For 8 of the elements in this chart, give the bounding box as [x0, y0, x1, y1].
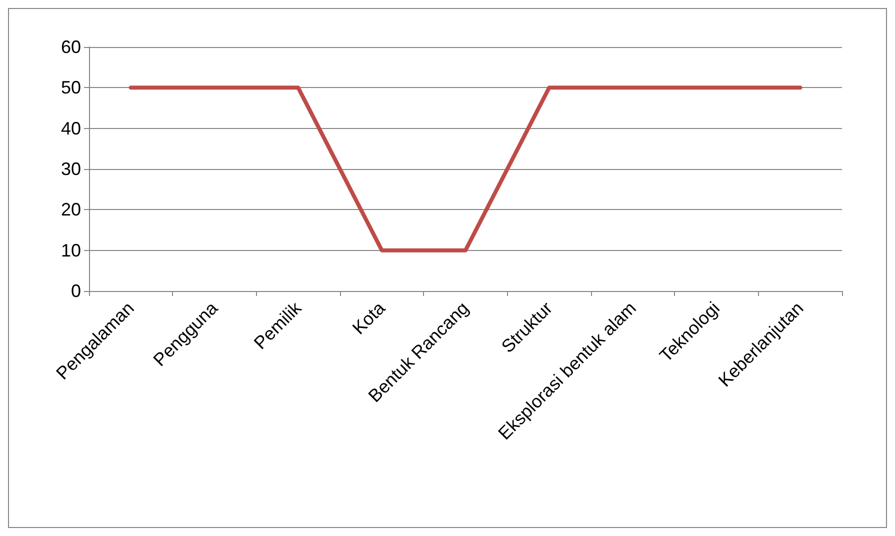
- y-tick-label: 60: [60, 37, 81, 57]
- x-tick-label: Kota: [348, 298, 389, 338]
- y-tick-label: 50: [60, 78, 81, 98]
- y-tick-label: 0: [70, 281, 81, 301]
- y-tick-label: 20: [60, 200, 81, 220]
- y-tick-label: 40: [60, 118, 81, 138]
- y-tick-label: 30: [60, 159, 81, 179]
- y-tick-label: 10: [60, 240, 81, 260]
